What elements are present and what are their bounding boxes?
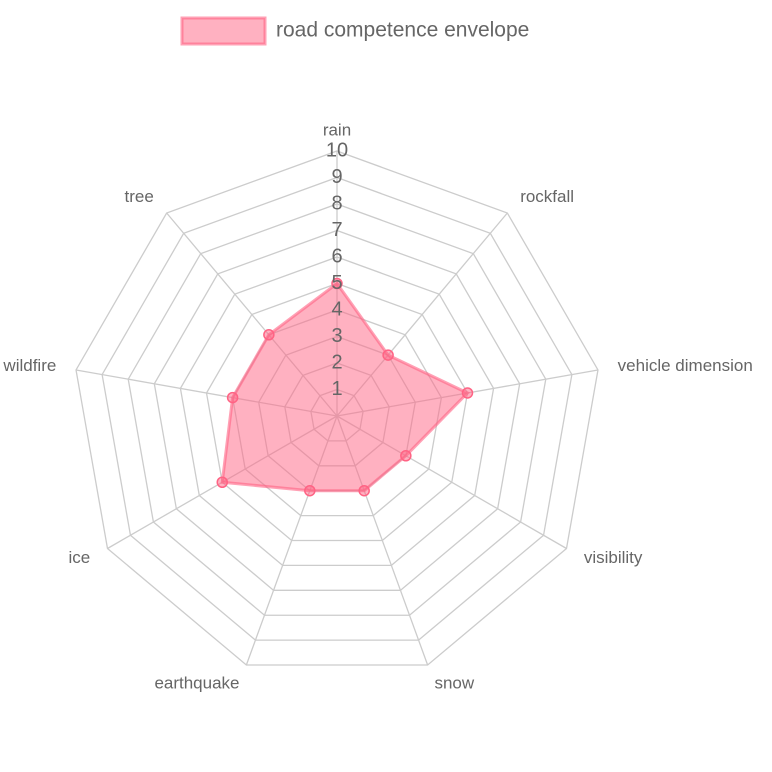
- series: [216, 277, 474, 497]
- axis-label: ice: [68, 548, 90, 567]
- axis-label: tree: [125, 187, 154, 206]
- data-point: [304, 484, 316, 497]
- radar-area: [220, 281, 471, 493]
- data-point: [216, 476, 229, 488]
- tick-label: 7: [331, 219, 342, 241]
- data-point: [461, 387, 474, 399]
- data-point: [382, 349, 394, 361]
- grid-line: [75, 150, 599, 666]
- axis-label: visibility: [584, 548, 643, 567]
- data-point: [331, 277, 343, 290]
- tick-label: 2: [331, 351, 342, 373]
- tick-label: 10: [326, 139, 348, 161]
- data-point: [226, 391, 239, 404]
- grid-line: [179, 256, 495, 567]
- tick-label: 1: [331, 378, 342, 400]
- grid-line: [101, 176, 573, 641]
- axis-label: earthquake: [154, 673, 239, 692]
- tick-label: 8: [331, 192, 342, 214]
- grid-line: [127, 203, 547, 616]
- tick-label: 5: [331, 272, 342, 294]
- data-point: [263, 329, 275, 341]
- axis-label: snow: [434, 673, 474, 692]
- axis-label: wildfire: [2, 356, 56, 375]
- tick-label: 6: [331, 245, 342, 267]
- tick-label: 9: [331, 166, 342, 188]
- axis-label: rain: [323, 120, 351, 139]
- grid-line: [205, 282, 469, 542]
- axis-label: rockfall: [520, 187, 574, 206]
- legend-text: road competence envelope: [276, 19, 529, 42]
- data-point: [358, 484, 370, 497]
- axis-label: vehicle dimension: [618, 356, 753, 375]
- grid-line: [153, 229, 521, 591]
- data-point: [400, 450, 412, 462]
- tick-label: 4: [331, 298, 342, 320]
- tick-label: 3: [331, 325, 342, 347]
- legend-swatch: [180, 16, 267, 46]
